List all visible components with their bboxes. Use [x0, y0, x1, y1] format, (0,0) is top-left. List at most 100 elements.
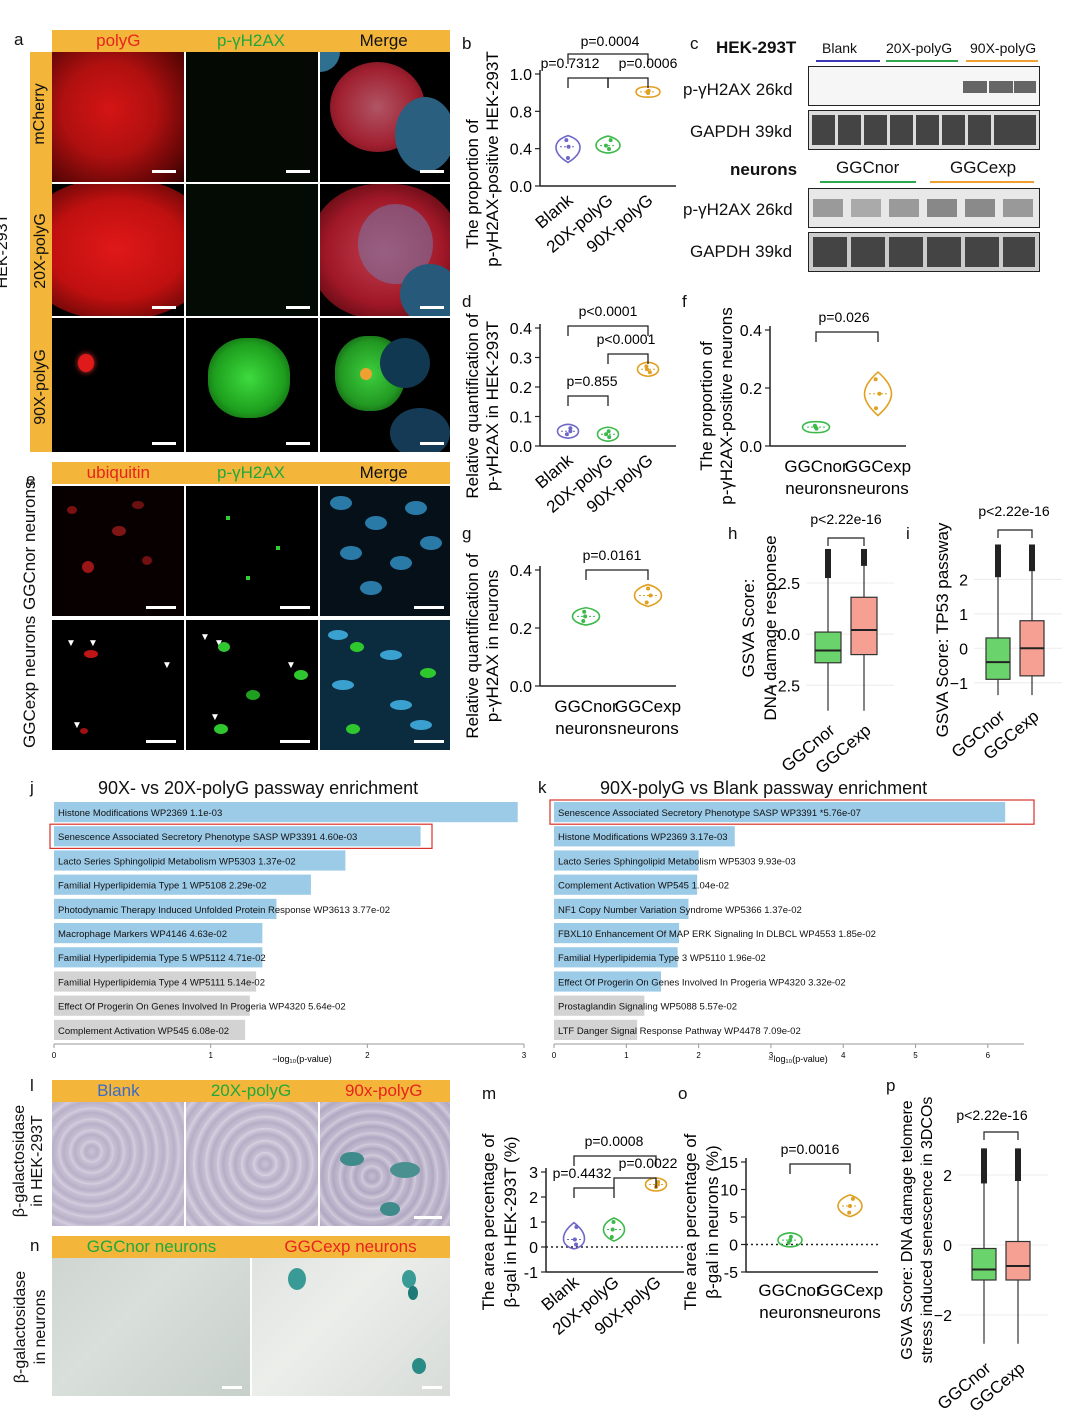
- d-p2: p<0.0001: [597, 331, 656, 347]
- p-ytick-label: 0: [943, 1238, 952, 1255]
- f-point: [874, 406, 878, 410]
- micro-l-2: [186, 1102, 318, 1226]
- row-ggcexp: GGCexp neurons: [20, 628, 40, 748]
- g-bracket: [586, 570, 648, 580]
- i-outliers: [1029, 544, 1035, 571]
- g-point: [645, 600, 649, 604]
- k-plot-area: Senescence Associated Secretory Phenotyp…: [550, 800, 1034, 1060]
- d-point: [565, 432, 569, 436]
- micro-a-2-3: [320, 184, 450, 316]
- k-xlabel: −log₁₀(p-value): [768, 1054, 828, 1064]
- k-bar-label: Complement Activation WP545 1.04e-02: [558, 881, 729, 892]
- k-xtick-label: 1: [624, 1051, 629, 1060]
- chart-b: The proportion of p-γH2AX-positive HEK-2…: [462, 34, 682, 284]
- m-ytick-label: 1: [529, 1215, 538, 1232]
- micro-a-2-2: [186, 184, 318, 316]
- o-xtick-line1: GGCexp: [817, 1281, 883, 1300]
- b-p2: p=0.7312: [541, 55, 600, 71]
- i-ytick-label: 1: [959, 607, 968, 624]
- o-ylabel1: The area percentage of: [681, 1133, 700, 1310]
- i-p1: p<2.22e-16: [978, 503, 1049, 519]
- panel-o-letter: o: [678, 1084, 687, 1104]
- o-bracket: [790, 1164, 850, 1174]
- d-plot-area: 0.00.10.20.30.4Blank20X-polyG90X-polyG: [510, 321, 676, 517]
- h-bracket: [828, 538, 864, 546]
- micro-l-1: [52, 1102, 184, 1226]
- blot-hek-ph2ax: [808, 66, 1040, 106]
- micro-a-3-1: [52, 318, 184, 452]
- g-ytick-label: 0.4: [510, 563, 532, 580]
- d-ylabel2: p-γH2AX in HEK-293T: [483, 321, 502, 491]
- h-outliers: [825, 549, 831, 578]
- p-ylabel1: GSVA Score: DNA damage telomere: [899, 1100, 916, 1359]
- panel-k-letter: k: [538, 778, 547, 798]
- j-bar-label: Histone Modifications WP2369 1.1e-03: [58, 808, 222, 819]
- f-ytick-label: 0.2: [740, 381, 762, 398]
- m-point: [573, 1238, 577, 1242]
- b-ytick-label: 0.0: [510, 179, 532, 196]
- k-xtick-label: 0: [552, 1051, 557, 1060]
- g-p1: p=0.0161: [583, 547, 642, 563]
- f-xtick-line2: neurons: [847, 479, 908, 498]
- c-g4: GGCnor: [836, 158, 899, 178]
- b-point: [564, 138, 568, 142]
- panel-a-letter: a: [14, 30, 23, 50]
- c-g5-line: [930, 181, 1034, 183]
- g-xtick-line1: GGCnor: [554, 697, 618, 716]
- p-ytick-label: −2: [934, 1308, 952, 1325]
- p-box: [972, 1249, 996, 1281]
- h-ytick-label: 2.5: [778, 576, 800, 593]
- p-ytick-label: 2: [943, 1168, 952, 1185]
- g-point: [649, 594, 653, 598]
- micro-l-3: [320, 1102, 450, 1226]
- panel-j-letter: j: [30, 778, 34, 798]
- panel-n-header: GGCnor neurons GGCexp neurons: [52, 1236, 450, 1258]
- o-point: [848, 1204, 852, 1208]
- h-box: [851, 597, 877, 654]
- o-point: [789, 1235, 793, 1239]
- d-point: [648, 370, 652, 374]
- j-bar-label: Familial Hyperlipidemia Type 4 WP5111 5.…: [58, 977, 265, 988]
- b-ytick-label: 1.0: [510, 67, 532, 84]
- micro-e-1-1: [52, 486, 184, 616]
- col-90x-l: 90x-polyG: [317, 1081, 450, 1101]
- g-xtick-line1: GGCexp: [615, 697, 681, 716]
- row-90x: 90X-polyG: [32, 332, 50, 442]
- j-bar-label: Photodynamic Therapy Induced Unfolded Pr…: [58, 905, 390, 916]
- micro-a-2-1: [52, 184, 184, 316]
- row-20x: 20X-polyG: [32, 196, 50, 306]
- j-bar-label: Senescence Associated Secretory Phenotyp…: [58, 832, 357, 843]
- micro-n-1: [52, 1258, 250, 1396]
- f-point: [874, 377, 878, 381]
- micro-e-1-2: [186, 486, 318, 616]
- j-bar-label: Familial Hyperlipidemia Type 5 WP5112 4.…: [58, 953, 266, 964]
- b-point: [566, 156, 570, 160]
- d-violin: [558, 424, 579, 438]
- panel-m-letter: m: [482, 1084, 496, 1104]
- b-plot-area: 0.00.40.81.0Blank20X-polyG90X-polyG: [510, 54, 676, 257]
- col-ggcexp-n: GGCexp neurons: [251, 1237, 450, 1257]
- f-ytick-label: 0.0: [740, 439, 762, 456]
- col-ph2ax-e: p-γH2AX: [185, 463, 318, 483]
- h-outliers: [861, 549, 867, 566]
- c-row2b: GAPDH 39kd: [690, 242, 792, 262]
- o-xtick-line2: neurons: [819, 1303, 880, 1322]
- k-xtick-label: 5: [913, 1051, 918, 1060]
- g-point: [581, 619, 585, 623]
- c-g1-line: [816, 60, 880, 62]
- m-point: [656, 1180, 660, 1184]
- n-side2: in neurons: [32, 1252, 50, 1402]
- o-ytick-label: 15: [720, 1155, 738, 1172]
- b-ytick-label: 0.4: [510, 142, 532, 159]
- m-point: [612, 1220, 616, 1224]
- o-point: [851, 1197, 855, 1201]
- j-bar-label: Macrophage Markers WP4146 4.63e-02: [58, 929, 227, 940]
- g-point: [582, 610, 586, 614]
- c-row1a: p-γH2AX 26kd: [683, 80, 793, 100]
- j-bar-label: Complement Activation WP545 6.08e-02: [58, 1026, 229, 1037]
- chart-f: The proportion of p-γH2AX-positive neuro…: [692, 296, 932, 518]
- g-xtick-line2: neurons: [617, 719, 678, 738]
- j-xtick-label: 2: [365, 1051, 370, 1060]
- p-box: [1006, 1242, 1030, 1281]
- h-ytick-label: −2.5: [768, 678, 800, 695]
